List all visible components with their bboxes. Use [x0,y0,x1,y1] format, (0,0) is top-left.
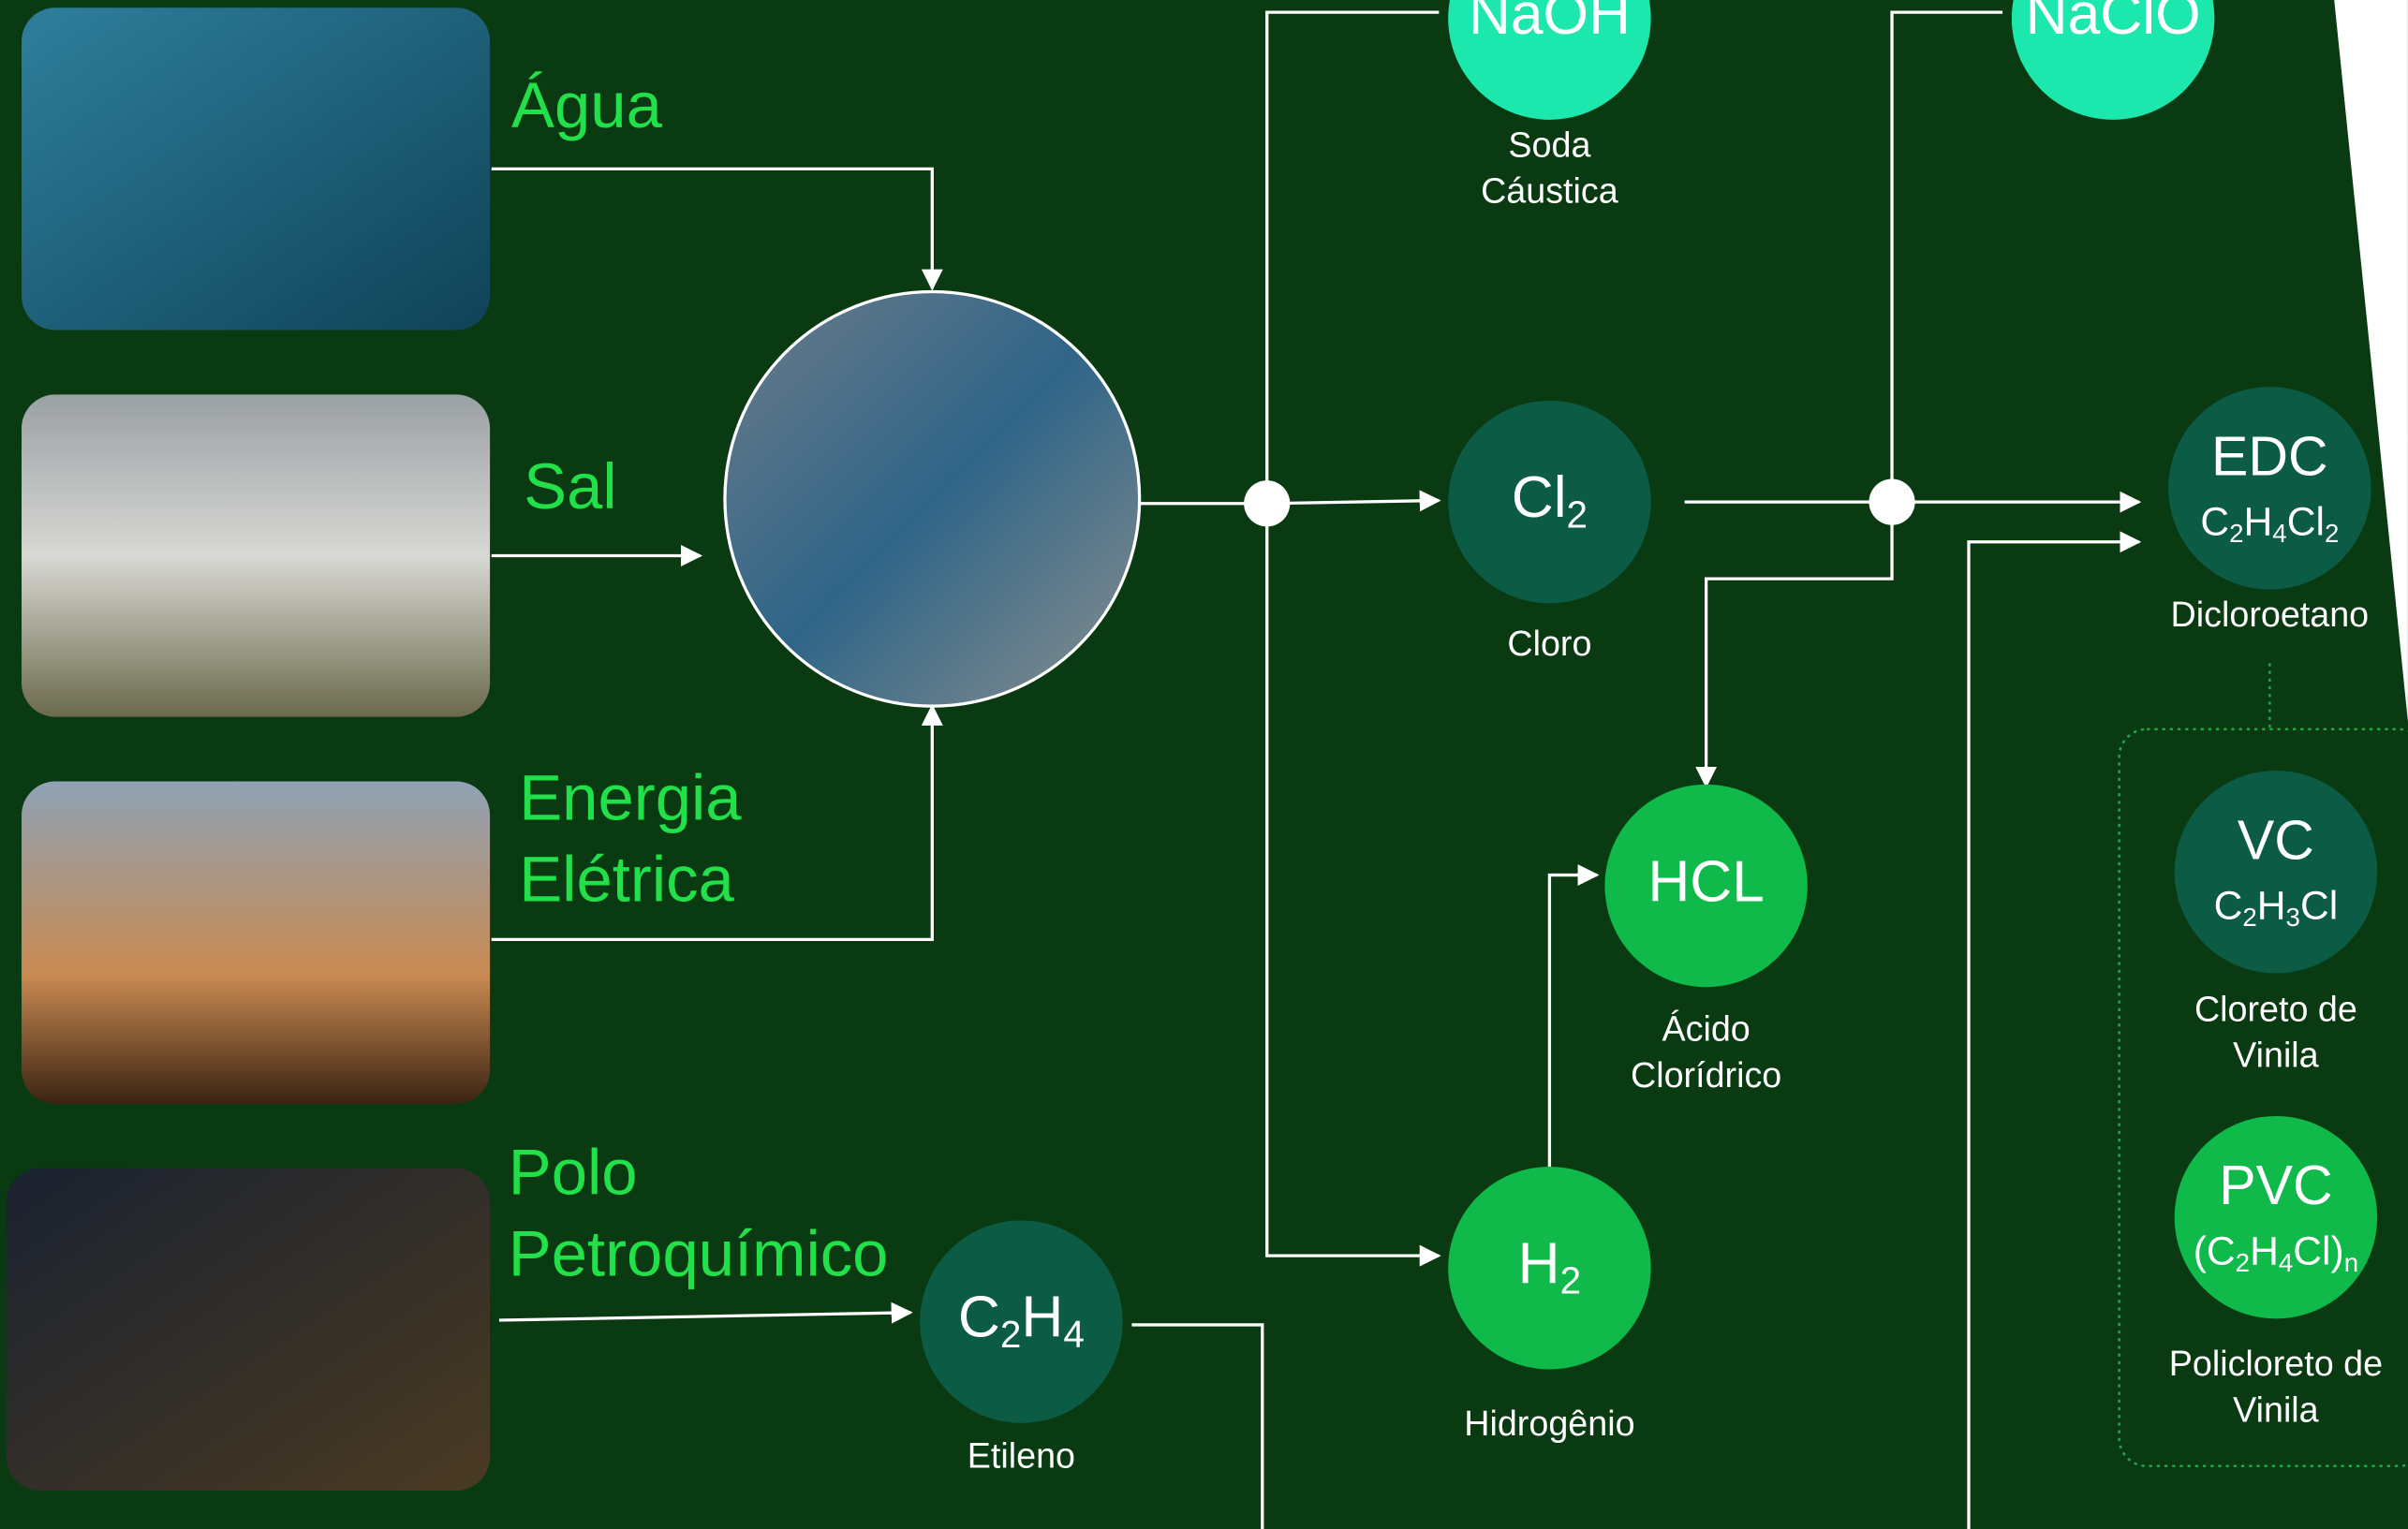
formula-part: C [958,1286,1000,1350]
node-name: Hidrogênio [1464,1404,1634,1443]
node-formula: Cl2 [1512,466,1588,537]
subscript: 2 [1567,493,1588,536]
formula-part: (C [2194,1229,2236,1274]
node-label: VC [2238,809,2314,871]
node [1604,784,1808,988]
node-label: EDC [2211,425,2328,487]
node-label: NaOH [1469,0,1631,47]
formula-part: Cl [1512,466,1567,531]
node [1448,0,1651,120]
node-name: Vinila [2233,1036,2319,1075]
input-label: Sal [524,450,617,522]
node-name: Vinila [2233,1389,2319,1429]
node-name: Ácido [1662,1009,1750,1049]
input-label: Elétrica [519,844,734,916]
connectors [491,10,2408,1529]
input-label: Energia [519,762,742,834]
formula-part: Cl) [2293,1229,2343,1274]
power-photo [22,781,491,1104]
formula-part: H [1021,1286,1063,1350]
node [2174,771,2378,974]
node [2168,387,2371,590]
node-name: Clorídrico [1631,1055,1781,1095]
formula-part: H [2244,500,2273,545]
node-formula: C2H3Cl [2214,884,2339,933]
subscript: 2 [2229,520,2243,549]
node [1448,1167,1651,1370]
formula-part: C [2214,884,2243,929]
node-label: NaClO [2026,0,2201,47]
node-name: Policloreto de [2169,1344,2383,1383]
node-formula: (C2H4Cl)n [2194,1229,2358,1278]
node-name: Cáustica [1481,171,1618,211]
node-name: Dicloroetano [2171,595,2370,634]
water-photo [22,7,491,331]
node-formula: H2 [1518,1232,1582,1302]
input-label: Água [511,69,663,141]
node-name: Cloro [1507,624,1591,663]
formula-part: C [2200,500,2229,545]
subscript: 4 [2272,520,2286,549]
subscript: 4 [2279,1248,2293,1277]
node-label: HCL [1647,849,1765,914]
node [2174,1115,2378,1319]
subscript: 2 [2325,520,2339,549]
node-name: Soda [1508,125,1590,164]
subscript: 3 [2286,903,2300,932]
node [2011,0,2215,120]
formula-part: H [2250,1229,2279,1274]
subscript: 2 [2236,1248,2250,1277]
node-formula: C2H4Cl2 [2200,500,2339,549]
formula-part: H [1518,1232,1560,1297]
node [920,1220,1123,1423]
subscript: 2 [2242,903,2256,932]
node-name: Cloreto de [2194,989,2357,1028]
node-name: Etileno [968,1436,1075,1476]
petrochem-photo [6,1168,491,1492]
salt-photo [22,394,491,717]
node-label: PVC [2219,1154,2332,1216]
node-formula: C2H4 [958,1286,1085,1356]
formula-part: Cl [2300,884,2338,929]
subscript: 4 [1063,1313,1085,1356]
electrolysis-photo [723,289,1142,708]
subscript: 2 [1000,1313,1022,1356]
formula-part: Cl [2287,500,2325,545]
formula-part: H [2257,884,2286,929]
input-label: Petroquímico [509,1218,889,1290]
subscript: n [2344,1248,2358,1277]
input-label: Polo [509,1137,638,1209]
node [1448,400,1651,604]
subscript: 2 [1560,1258,1582,1301]
